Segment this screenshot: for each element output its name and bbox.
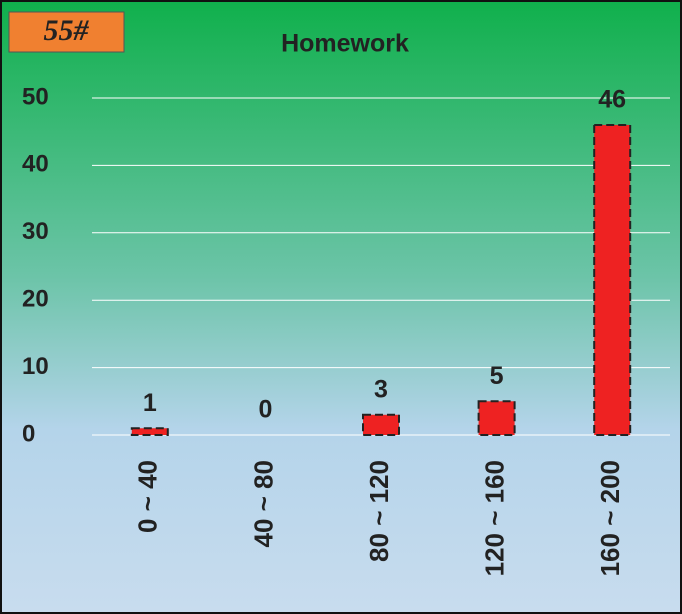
x-tick-label: 80 ~ 120 bbox=[364, 460, 394, 562]
y-tick-label: 50 bbox=[22, 83, 49, 110]
bar bbox=[130, 427, 169, 437]
x-tick-label: 160 ~ 200 bbox=[595, 460, 625, 576]
bar bbox=[593, 123, 632, 437]
bar bbox=[477, 400, 516, 436]
x-tick-label: 0 ~ 40 bbox=[133, 460, 163, 533]
y-tick-label: 10 bbox=[22, 353, 49, 380]
data-label: 3 bbox=[374, 375, 388, 403]
x-tick-label: 120 ~ 160 bbox=[479, 460, 509, 576]
y-tick-label: 0 bbox=[22, 420, 35, 447]
y-tick-label: 40 bbox=[22, 151, 49, 178]
y-tick-label: 20 bbox=[22, 286, 49, 313]
x-tick-label: 40 ~ 80 bbox=[248, 460, 278, 547]
data-label: 0 bbox=[258, 396, 272, 424]
data-label: 1 bbox=[143, 389, 157, 417]
badge-box bbox=[8, 11, 125, 53]
y-tick-label: 30 bbox=[22, 218, 49, 245]
badge: 55# bbox=[44, 14, 90, 47]
data-label: 5 bbox=[490, 362, 504, 390]
data-label: 46 bbox=[598, 86, 626, 114]
chart-title: Homework bbox=[281, 30, 409, 58]
bar bbox=[362, 413, 400, 436]
